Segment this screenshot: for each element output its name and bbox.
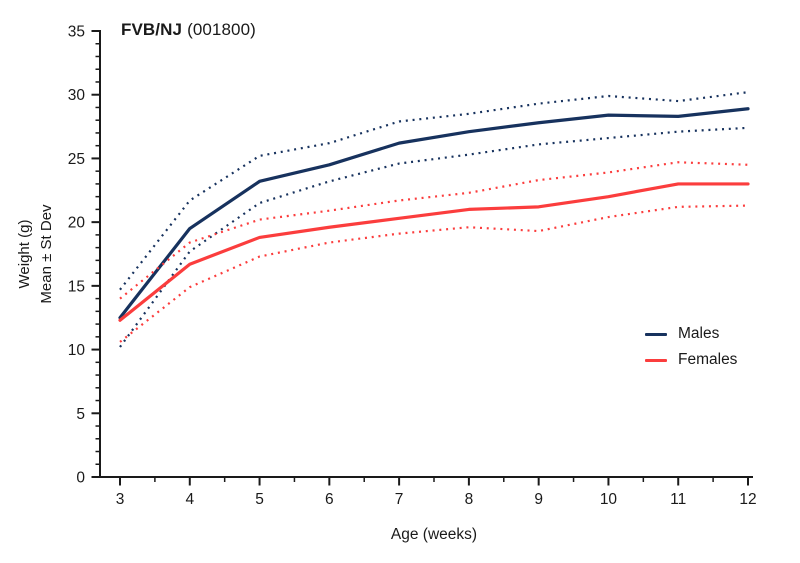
- females-line-swatch: [645, 358, 667, 362]
- y-tick-label: 10: [68, 342, 86, 359]
- y-axis-title: Weight (g) Mean ± St Dev: [14, 143, 58, 365]
- stock-number: (001800): [187, 20, 256, 39]
- x-tick-label: 12: [739, 491, 756, 508]
- y-tick-label: 5: [76, 406, 85, 423]
- females-lower-sd-line: [119, 204, 749, 343]
- strain-name: FVB/NJ: [121, 20, 183, 39]
- chart-title: FVB/NJ (001800): [121, 20, 256, 40]
- y-tick-label: 30: [68, 87, 86, 104]
- legend-item-males: Males: [645, 321, 737, 347]
- males-upper-sd-line: [119, 91, 749, 291]
- x-tick-label: 10: [600, 491, 618, 508]
- x-tick-label: 7: [395, 491, 404, 508]
- x-axis-title: Age (weeks): [390, 526, 478, 543]
- y-tick-label: 0: [76, 470, 85, 487]
- x-tick-label: 5: [255, 491, 264, 508]
- y-tick-label: 15: [68, 278, 85, 295]
- y-axis-title-line2: Mean ± St Dev: [38, 204, 55, 304]
- x-tick-label: 11: [670, 491, 686, 508]
- legend-label-females: Females: [678, 351, 738, 368]
- x-tick-label: 6: [325, 491, 334, 508]
- y-axis-title-line1: Weight (g): [16, 219, 33, 289]
- females-mean-line: [118, 182, 750, 322]
- x-tick-label: 4: [185, 491, 194, 508]
- y-tick-label: 20: [68, 215, 86, 232]
- males-lower-sd-line: [119, 126, 749, 348]
- x-tick-label: 3: [116, 491, 125, 508]
- males-mean-line: [118, 107, 750, 320]
- x-tick-label: 9: [534, 491, 543, 508]
- y-tick-label: 35: [68, 24, 85, 41]
- legend-item-females: Females: [645, 347, 737, 373]
- y-tick-label: 25: [68, 151, 85, 168]
- legend: Males Females: [645, 321, 737, 373]
- males-line-swatch: [645, 332, 667, 336]
- legend-label-males: Males: [678, 325, 720, 342]
- x-tick-label: 8: [465, 491, 474, 508]
